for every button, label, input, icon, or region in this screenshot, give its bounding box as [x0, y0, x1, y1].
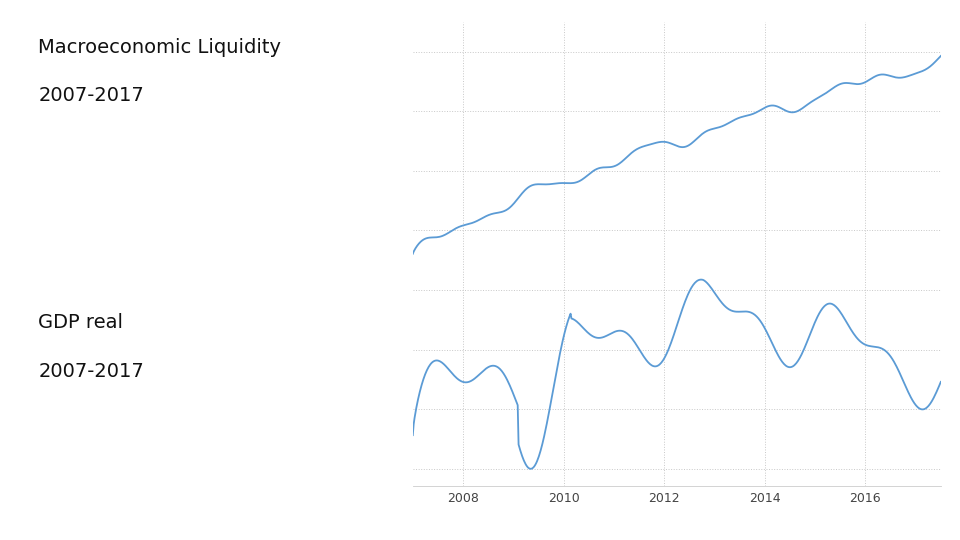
Text: Macroeconomic Liquidity: Macroeconomic Liquidity [38, 38, 281, 57]
Text: GDP real: GDP real [38, 313, 124, 332]
Text: 2007-2017: 2007-2017 [38, 86, 144, 105]
Text: 2007-2017: 2007-2017 [38, 362, 144, 381]
